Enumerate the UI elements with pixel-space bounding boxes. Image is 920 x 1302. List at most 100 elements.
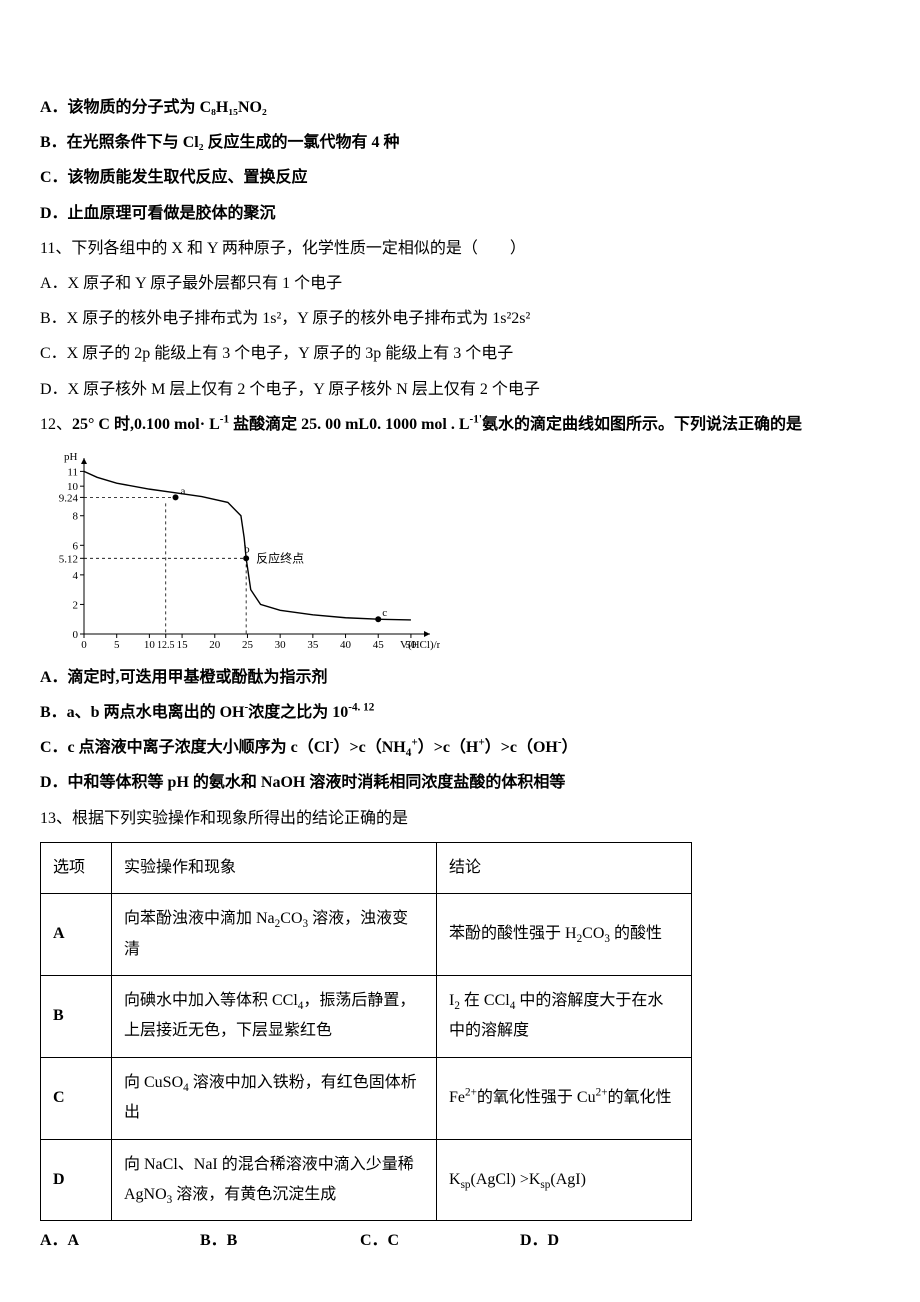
cell-con: Ksp(AgCl) >Ksp(AgI) [437, 1139, 692, 1221]
text: A．X 原子和 Y 原子最外层都只有 1 个电子 [40, 275, 342, 292]
table-header-row: 选项 实验操作和现象 结论 [41, 842, 692, 893]
t: C．c 点溶液中离子浓度大小顺序为 c（Cl [40, 739, 330, 756]
s: sp [461, 1179, 471, 1191]
t: 向苯酚浊液中滴加 Na [124, 910, 275, 927]
svg-text:35: 35 [307, 639, 319, 651]
svg-text:反应终点: 反应终点 [256, 550, 304, 565]
t: 的酸性 [610, 925, 662, 942]
t: ）>c（OH [485, 739, 558, 756]
svg-text:6: 6 [73, 540, 79, 552]
th-con: 结论 [437, 842, 692, 893]
chart-svg: pHV(HCl)/mL0510152025303540455012.50245.… [40, 446, 440, 656]
t: CO [582, 925, 604, 942]
t: ）>c（H [418, 739, 479, 756]
q12-opt-C: C．c 点溶液中离子浓度大小顺序为 c（Cl-）>c（NH4+）>c（H+）>c… [40, 730, 880, 765]
t: 25° C 时,0.100 mol· L [72, 416, 220, 433]
svg-text:50: 50 [405, 639, 417, 651]
t: 浓度之比为 10 [248, 704, 348, 721]
s: 2+ [465, 1087, 477, 1099]
t: 溶液，有黄色沉淀生成 [172, 1186, 336, 1203]
sup: -1 [220, 413, 229, 425]
text: B．X 原子的核外电子排布式为 1s²，Y 原子的核外电子排布式为 1s²2s² [40, 310, 530, 327]
svg-text:0: 0 [81, 639, 87, 651]
q13-table: 选项 实验操作和现象 结论 A 向苯酚浊液中滴加 Na2CO3 溶液，浊液变清 … [40, 842, 692, 1222]
text: C．该物质能发生取代反应、置换反应 [40, 169, 308, 186]
table-row: A 向苯酚浊液中滴加 Na2CO3 溶液，浊液变清 苯酚的酸性强于 H2CO3 … [41, 894, 692, 976]
table-row: D 向 NaCl、NaI 的混合稀溶液中滴入少量稀AgNO3 溶液，有黄色沉淀生… [41, 1139, 692, 1221]
cell-op: 向苯酚浊液中滴加 Na2CO3 溶液，浊液变清 [112, 894, 437, 976]
t: 氨水的滴定曲线如图所示。下列说法正确的是 [482, 416, 802, 433]
text: 13、根据下列实验操作和现象所得出的结论正确的是 [40, 810, 408, 827]
t: 盐酸滴定 25. 00 mL0. 1000 mol . L [229, 416, 469, 433]
svg-text:b: b [244, 543, 250, 555]
t: 在 CCl [460, 992, 510, 1009]
svg-text:pH: pH [64, 451, 78, 463]
s: 4 [406, 747, 412, 759]
table-row: C 向 CuSO4 溶液中加入铁粉，有红色固体析出 Fe2+的氧化性强于 Cu2… [41, 1057, 692, 1139]
table-row: B 向碘水中加入等体积 CCl4，振荡后静置，上层接近无色，下层显紫红色 I2 … [41, 975, 692, 1057]
q11-opt-D: D．X 原子核外 M 层上仅有 2 个电子，Y 原子核外 N 层上仅有 2 个电… [40, 372, 880, 407]
cell-con: I2 在 CCl4 中的溶解度大于在水中的溶解度 [437, 975, 692, 1057]
q11-opt-A: A．X 原子和 Y 原子最外层都只有 1 个电子 [40, 266, 880, 301]
svg-text:9.24: 9.24 [59, 492, 79, 504]
svg-text:10: 10 [144, 639, 156, 651]
svg-text:c: c [382, 607, 387, 619]
cell-op: 向 CuSO4 溶液中加入铁粉，有红色固体析出 [112, 1057, 437, 1139]
q12-stem: 12、25° C 时,0.100 mol· L-1 盐酸滴定 25. 00 mL… [40, 407, 880, 442]
ans-A: A．A [40, 1223, 200, 1258]
th-opt: 选项 [41, 842, 112, 893]
t: 向 CuSO [124, 1074, 183, 1091]
t: 的氧化性 [608, 1089, 672, 1106]
text: 反应生成的一氯代物有 4 种 [207, 134, 399, 151]
q13-answer-options: A．A B．B C．C D．D [40, 1223, 880, 1258]
formula: Cl₂ [183, 134, 208, 151]
cell-opt: B [41, 975, 112, 1057]
svg-text:20: 20 [209, 639, 221, 651]
q12-opt-D: D．中和等体积等 pH 的氨水和 NaOH 溶液时消耗相同浓度盐酸的体积相等 [40, 765, 880, 800]
s: 2+ [596, 1087, 608, 1099]
text: D．X 原子核外 M 层上仅有 2 个电子，Y 原子核外 N 层上仅有 2 个电… [40, 381, 540, 398]
sup: -1' [470, 413, 482, 425]
t: 苯酚的酸性强于 H [449, 925, 577, 942]
t: ）>c（NH [334, 739, 406, 756]
svg-text:12.5: 12.5 [157, 640, 175, 651]
svg-text:45: 45 [373, 639, 385, 651]
t: Fe [449, 1089, 465, 1106]
cell-con: 苯酚的酸性强于 H2CO3 的酸性 [437, 894, 692, 976]
q12-opt-B: B．a、b 两点水电离出的 OH-浓度之比为 10-4. 12 [40, 695, 880, 730]
svg-text:5: 5 [114, 639, 120, 651]
svg-text:5.12: 5.12 [59, 553, 78, 565]
svg-text:15: 15 [177, 639, 189, 651]
text: A．该物质的分子式为 [40, 99, 200, 116]
q10-opt-C: C．该物质能发生取代反应、置换反应 [40, 160, 880, 195]
cell-opt: A [41, 894, 112, 976]
cell-con: Fe2+的氧化性强于 Cu2+的氧化性 [437, 1057, 692, 1139]
text: A．滴定时,可迭用甲基橙或酚酞为指示剂 [40, 669, 328, 686]
svg-text:10: 10 [67, 481, 79, 493]
th-op: 实验操作和现象 [112, 842, 437, 893]
q11-stem: 11、下列各组中的 X 和 Y 两种原子，化学性质一定相似的是（ ） [40, 231, 880, 266]
cell-op: 向 NaCl、NaI 的混合稀溶液中滴入少量稀AgNO3 溶液，有黄色沉淀生成 [112, 1139, 437, 1221]
q11-opt-C: C．X 原子的 2p 能级上有 3 个电子，Y 原子的 3p 能级上有 3 个电… [40, 336, 880, 371]
ans-D: D．D [520, 1223, 680, 1258]
cell-opt: D [41, 1139, 112, 1221]
svg-text:a: a [181, 485, 186, 497]
sup: -4. 12 [348, 702, 374, 714]
svg-text:25: 25 [242, 639, 254, 651]
q10-opt-D: D．止血原理可看做是胶体的聚沉 [40, 196, 880, 231]
ans-C: C．C [360, 1223, 520, 1258]
t: (AgI) [550, 1171, 586, 1188]
svg-text:40: 40 [340, 639, 352, 651]
t: B．a、b 两点水电离出的 OH [40, 704, 244, 721]
cell-op: 向碘水中加入等体积 CCl4，振荡后静置，上层接近无色，下层显紫红色 [112, 975, 437, 1057]
q10-opt-B: B．在光照条件下与 Cl₂ 反应生成的一氯代物有 4 种 [40, 125, 880, 160]
svg-text:11: 11 [67, 466, 78, 478]
qnum: 12、 [40, 416, 72, 433]
cell-opt: C [41, 1057, 112, 1139]
svg-text:0: 0 [73, 629, 79, 641]
t: (AgCl) >K [471, 1171, 541, 1188]
t: ） [562, 739, 578, 756]
t: CO [280, 910, 302, 927]
svg-text:4: 4 [73, 570, 79, 582]
q13-stem: 13、根据下列实验操作和现象所得出的结论正确的是 [40, 801, 880, 836]
